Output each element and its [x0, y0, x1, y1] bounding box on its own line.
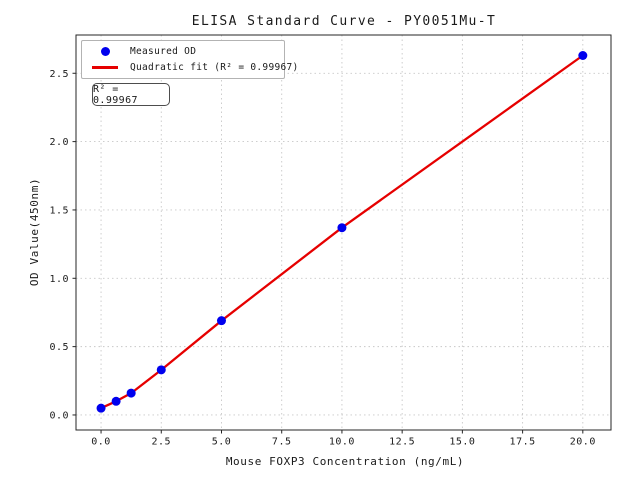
- plot-border: [75, 34, 612, 431]
- x-tick-label: 10.0: [329, 437, 355, 448]
- scatter-marker-icon: [100, 47, 110, 57]
- axes-layer: 0.0 2.5 5.0 7.5 10.0 12.5 15.0 17.5 20.0 0.0 0.5 1.…: [49, 34, 612, 448]
- data-point: [337, 223, 347, 233]
- legend-item-quadratic-fit: Quadratic fit (R² = 0.99967): [88, 60, 298, 76]
- legend-item-label: Measured OD: [130, 46, 197, 58]
- y-tick-label: 0.5: [49, 342, 69, 353]
- x-tick-label: 15.0: [449, 437, 475, 448]
- y-tick-label: 2.0: [49, 137, 69, 148]
- data-point: [96, 403, 106, 413]
- data-point: [126, 388, 136, 398]
- line-marker-icon: [92, 65, 118, 69]
- chart-title: ELISA Standard Curve - PY0051Mu-T: [192, 14, 496, 29]
- data-point: [216, 316, 226, 326]
- y-axis-label: OD Value(450nm): [28, 178, 41, 286]
- y-tick-label: 1.5: [49, 205, 69, 216]
- r-squared-annotation: R² = 0.99967: [92, 83, 170, 106]
- y-tick-label: 0.0: [49, 410, 69, 421]
- data-point: [111, 396, 121, 406]
- legend-item-label: Quadratic fit (R² = 0.99967): [130, 61, 299, 73]
- data-point: [578, 51, 588, 61]
- x-tick-label: 12.5: [389, 437, 415, 448]
- x-axis-label: Mouse FOXP3 Concentration (ng/mL): [226, 455, 464, 468]
- x-tick-label: 5.0: [212, 437, 232, 448]
- data-series-layer: [96, 51, 588, 413]
- y-tick-label: 2.5: [49, 69, 69, 80]
- legend: Measured OD Quadratic fit (R² = 0.99967): [81, 40, 298, 79]
- grid-layer: [76, 35, 611, 430]
- legend-item-measured-od: Measured OD: [88, 44, 278, 60]
- x-tick-label: 0.0: [91, 437, 111, 448]
- x-tick-label: 17.5: [510, 437, 536, 448]
- x-tick-label: 20.0: [570, 437, 596, 448]
- y-tick-label: 1.0: [49, 274, 69, 285]
- x-tick-label: 7.5: [272, 437, 292, 448]
- x-tick-label: 2.5: [151, 437, 171, 448]
- data-point: [156, 365, 166, 375]
